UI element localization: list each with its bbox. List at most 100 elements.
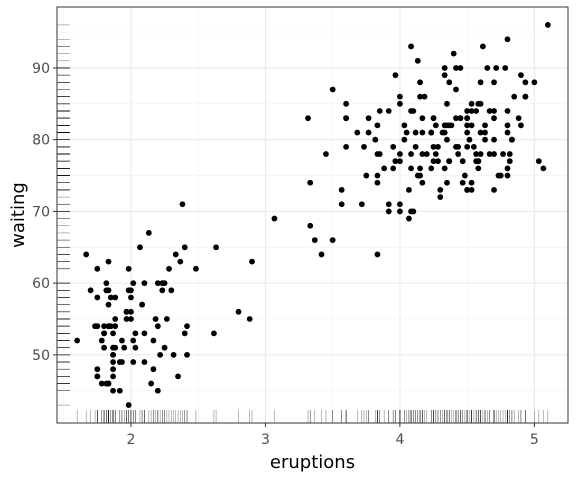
data-point <box>441 65 448 71</box>
data-point <box>125 287 132 294</box>
data-point <box>419 151 426 157</box>
data-point <box>318 251 325 258</box>
data-point <box>152 316 159 322</box>
data-point <box>428 129 435 136</box>
x-tick-label: 3 <box>261 432 270 448</box>
data-point <box>504 129 511 136</box>
data-point <box>343 100 350 107</box>
data-point <box>211 330 217 337</box>
data-point <box>464 108 471 114</box>
data-point <box>179 201 186 208</box>
data-point <box>461 172 468 179</box>
data-point <box>103 380 110 387</box>
data-point <box>441 165 448 172</box>
data-point <box>504 122 511 129</box>
data-point <box>457 115 464 122</box>
x-tick-label: 5 <box>530 432 539 448</box>
y-rug <box>57 24 70 406</box>
data-point <box>482 129 488 136</box>
data-point <box>397 158 403 165</box>
data-point <box>428 165 435 172</box>
data-point <box>148 380 155 387</box>
data-point <box>374 122 381 129</box>
data-point <box>150 337 157 344</box>
data-point <box>435 158 441 165</box>
data-point <box>437 194 444 200</box>
data-point <box>466 136 473 143</box>
data-point <box>154 280 161 287</box>
data-point <box>181 330 188 337</box>
data-point <box>354 129 361 136</box>
data-point <box>381 165 388 172</box>
data-point <box>430 158 437 165</box>
data-point <box>150 366 157 373</box>
data-point <box>475 158 482 165</box>
data-point <box>468 179 475 186</box>
data-point <box>518 122 524 129</box>
data-point <box>159 287 166 294</box>
data-point <box>455 151 462 157</box>
x-rug <box>76 410 549 423</box>
data-point <box>522 79 529 86</box>
data-point <box>74 337 81 344</box>
data-point <box>385 108 392 114</box>
data-point <box>172 251 179 258</box>
data-point <box>437 186 444 193</box>
data-point <box>430 143 437 150</box>
data-point <box>450 50 457 57</box>
data-point <box>338 201 345 208</box>
data-point <box>372 136 379 143</box>
data-point <box>141 280 148 287</box>
data-point <box>473 151 480 157</box>
data-point <box>470 143 477 150</box>
data-point <box>408 208 414 215</box>
data-point <box>417 79 423 86</box>
data-point <box>305 115 311 122</box>
data-point <box>531 79 538 86</box>
data-point <box>446 158 453 165</box>
data-point <box>157 351 164 358</box>
data-point <box>544 22 551 28</box>
data-point <box>374 151 381 157</box>
data-point <box>392 72 399 79</box>
data-point <box>441 129 448 136</box>
data-point <box>390 143 397 150</box>
data-point <box>213 244 219 251</box>
data-point <box>444 179 450 186</box>
data-point <box>509 136 515 143</box>
data-point <box>406 215 412 222</box>
data-point <box>119 359 125 365</box>
data-point <box>311 237 318 244</box>
data-point <box>491 136 497 143</box>
y-tick-label: 60 <box>32 276 50 292</box>
data-point <box>468 100 475 107</box>
data-point <box>408 165 414 172</box>
data-point <box>464 143 471 150</box>
data-point <box>486 151 493 157</box>
data-point <box>497 172 504 179</box>
data-point <box>137 244 143 251</box>
data-point <box>446 122 453 129</box>
data-point <box>390 165 397 172</box>
data-point <box>482 122 488 129</box>
data-point <box>397 201 403 208</box>
data-point <box>464 186 471 193</box>
data-point <box>397 151 403 157</box>
data-point <box>477 151 484 157</box>
y-axis-title: waiting <box>8 182 29 248</box>
data-point <box>535 158 542 165</box>
x-tick-label: 4 <box>395 432 404 448</box>
data-point <box>363 172 370 179</box>
data-point <box>482 136 488 143</box>
data-point <box>432 151 439 157</box>
data-point <box>121 344 128 351</box>
data-point <box>154 323 161 330</box>
data-point <box>123 316 130 322</box>
data-point <box>110 351 116 358</box>
data-point <box>374 179 381 186</box>
data-point <box>94 294 101 301</box>
data-point <box>358 201 365 208</box>
data-point <box>116 387 123 394</box>
data-point <box>459 179 466 186</box>
